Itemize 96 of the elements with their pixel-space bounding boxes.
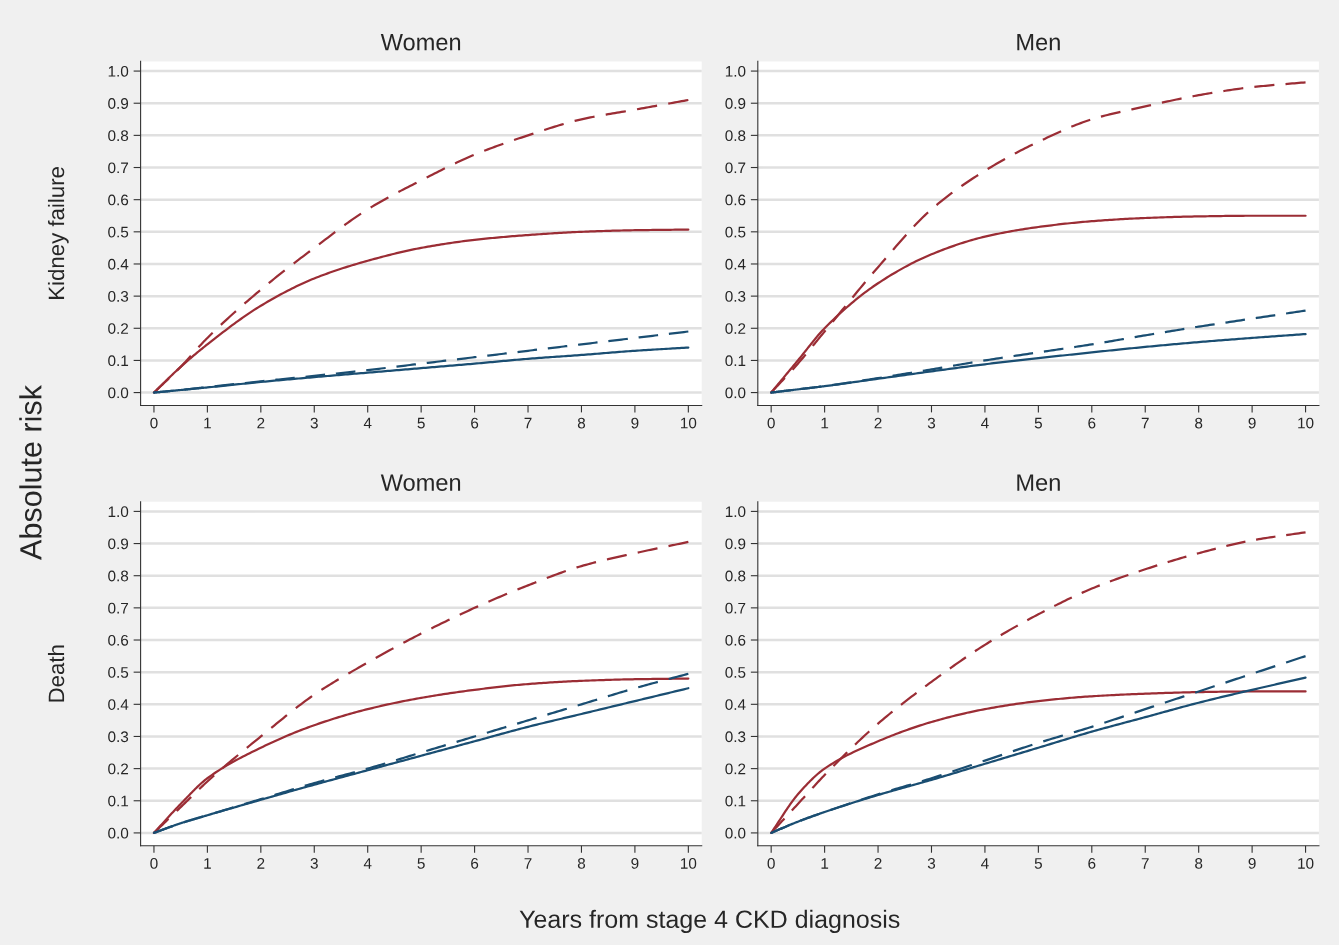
x-tick-label: 5 bbox=[417, 858, 425, 869]
x-tick-label: 6 bbox=[471, 417, 479, 429]
x-tick-label: 10 bbox=[681, 857, 697, 869]
x-tick-label: 7 bbox=[524, 858, 532, 869]
x-tick-label: 0 bbox=[767, 857, 775, 869]
x-tick-label: 2 bbox=[257, 857, 265, 869]
y-tick-label: 0.6 bbox=[108, 634, 129, 646]
x-tick-label: 1 bbox=[821, 417, 829, 429]
y-tick-label: 0.2 bbox=[108, 323, 129, 334]
y-tick-label: 0.9 bbox=[725, 538, 746, 550]
y-axis-title: Kidney failure bbox=[47, 167, 69, 299]
y-tick-label: 0.3 bbox=[725, 290, 746, 302]
y-tick-label: 0.8 bbox=[108, 570, 129, 582]
y-tick-label: 0.9 bbox=[108, 538, 129, 550]
x-tick-label: 3 bbox=[310, 417, 318, 429]
y-tick-label: 0.1 bbox=[725, 795, 746, 807]
y-tick-label: 0.5 bbox=[108, 667, 129, 678]
x-tick-label: 5 bbox=[1034, 417, 1042, 429]
y-tick-label: 0.7 bbox=[725, 162, 746, 174]
y-tick-label: 0.7 bbox=[108, 602, 129, 614]
y-tick-label: 0.2 bbox=[725, 323, 746, 334]
x-tick-label: 3 bbox=[927, 857, 936, 869]
x-tick-label: 2 bbox=[257, 417, 265, 429]
chart-title: Women bbox=[380, 474, 461, 491]
x-tick-label: 10 bbox=[681, 417, 697, 429]
x-tick-label: 7 bbox=[1141, 858, 1149, 869]
x-tick-label: 8 bbox=[1195, 857, 1203, 869]
x-tick-label: 2 bbox=[874, 417, 882, 429]
y-tick-label: 0.4 bbox=[108, 699, 129, 710]
y-tick-label: 1.0 bbox=[725, 65, 746, 77]
y-tick-label: 0.4 bbox=[108, 258, 129, 270]
text: Absolute risk bbox=[19, 384, 42, 560]
x-tick-label: 0 bbox=[150, 857, 158, 869]
x-tick-label: 4 bbox=[981, 417, 989, 429]
y-tick-label: 0.8 bbox=[725, 570, 746, 582]
y-tick-label: 0.3 bbox=[725, 731, 746, 743]
y-axis-title: Death bbox=[47, 645, 65, 702]
y-tick-label: 1.0 bbox=[108, 506, 129, 518]
x-tick-label: 4 bbox=[363, 417, 372, 429]
y-tick-label: 0.9 bbox=[108, 98, 129, 109]
x-tick-label: 3 bbox=[927, 417, 936, 429]
y-tick-label: 0.2 bbox=[725, 763, 746, 775]
y-tick-label: 0.3 bbox=[108, 731, 129, 743]
y-tick-label: 0.9 bbox=[725, 98, 746, 109]
x-tick-label: 4 bbox=[363, 858, 372, 869]
chart-title: Men bbox=[1017, 474, 1060, 491]
y-tick-label: 0.6 bbox=[725, 634, 746, 646]
chart-title: Men bbox=[1017, 34, 1060, 51]
y-tick-label: 0.7 bbox=[108, 162, 129, 174]
y-tick-label: 0.0 bbox=[725, 387, 746, 399]
y-tick-label: 0.4 bbox=[725, 699, 746, 710]
x-tick-label: 9 bbox=[1248, 857, 1256, 869]
y-tick-label: 0.8 bbox=[725, 130, 746, 142]
y-tick-label: 0.5 bbox=[725, 667, 746, 678]
y-tick-label: 0.0 bbox=[108, 827, 129, 839]
x-tick-label: 8 bbox=[577, 417, 586, 429]
x-tick-label: 8 bbox=[577, 857, 586, 869]
x-tick-label: 4 bbox=[981, 858, 989, 869]
x-tick-label: 6 bbox=[1088, 417, 1096, 429]
y-tick-label: 0.6 bbox=[108, 194, 129, 206]
y-tick-label: 0.8 bbox=[108, 130, 129, 142]
x-tick-label: 6 bbox=[1088, 857, 1096, 869]
x-tick-label: 2 bbox=[874, 857, 882, 869]
x-tick-label: 10 bbox=[1298, 417, 1314, 429]
y-tick-label: 0.1 bbox=[725, 355, 746, 367]
y-tick-label: 0.3 bbox=[108, 290, 129, 302]
y-tick-label: 0.2 bbox=[108, 763, 129, 775]
y-tick-label: 1.0 bbox=[108, 65, 129, 77]
x-tick-label: 5 bbox=[1034, 858, 1042, 869]
x-tick-label: 10 bbox=[1298, 857, 1314, 869]
x-tick-label: 8 bbox=[1195, 417, 1203, 429]
y-tick-label: 0.5 bbox=[108, 226, 129, 238]
y-tick-label: 0.0 bbox=[108, 387, 129, 399]
x-tick-label: 0 bbox=[767, 417, 775, 429]
x-tick-label: 7 bbox=[524, 417, 532, 429]
chart-title: Women bbox=[380, 34, 461, 51]
x-tick-label: 1 bbox=[204, 417, 211, 429]
y-tick-label: 0.4 bbox=[725, 258, 746, 270]
x-tick-label: 9 bbox=[631, 417, 639, 429]
x-tick-label: 9 bbox=[631, 857, 639, 869]
x-tick-label: 0 bbox=[150, 417, 158, 429]
y-tick-label: 0.5 bbox=[725, 226, 746, 238]
x-tick-label: 1 bbox=[821, 858, 829, 869]
x-tick-label: 6 bbox=[471, 857, 479, 869]
x-tick-label: 7 bbox=[1141, 417, 1149, 429]
x-tick-label: 5 bbox=[417, 417, 425, 429]
y-tick-label: 0.0 bbox=[725, 827, 746, 839]
x-tick-label: 9 bbox=[1248, 417, 1256, 429]
y-tick-label: 0.6 bbox=[725, 194, 746, 206]
text: Years from stage 4 CKD diagnosis bbox=[519, 909, 900, 934]
y-tick-label: 1.0 bbox=[725, 506, 746, 518]
x-tick-label: 1 bbox=[204, 858, 211, 869]
x-tick-label: 3 bbox=[310, 857, 318, 869]
y-tick-label: 0.7 bbox=[725, 602, 746, 614]
y-tick-label: 0.1 bbox=[108, 355, 129, 367]
y-tick-label: 0.1 bbox=[108, 795, 129, 807]
